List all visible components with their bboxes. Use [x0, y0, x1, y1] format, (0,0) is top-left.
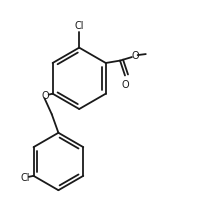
Text: Cl: Cl — [74, 21, 84, 31]
Text: O: O — [41, 91, 49, 101]
Text: O: O — [131, 51, 139, 61]
Text: Cl: Cl — [20, 173, 30, 183]
Text: O: O — [122, 80, 129, 90]
